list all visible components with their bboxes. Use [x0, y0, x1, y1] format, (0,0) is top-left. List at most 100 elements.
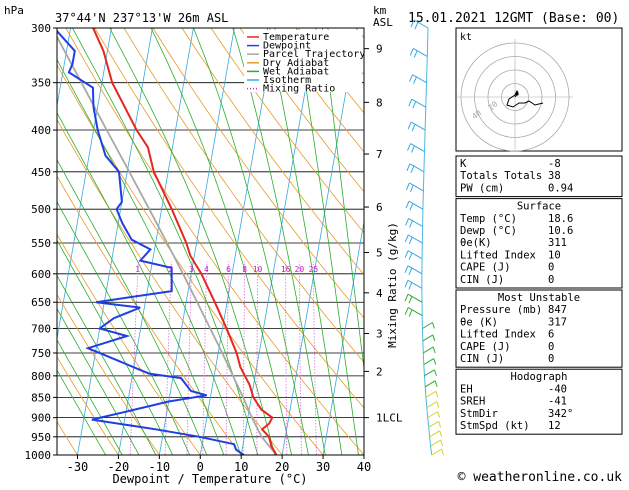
datetime-title: 15.01.2021 12GMT (Base: 00) [408, 11, 619, 26]
wind-barb-flag [408, 122, 411, 129]
wind-barb-flag [411, 166, 414, 173]
wind-barb-flag [432, 323, 434, 329]
table-label: SREH [460, 396, 485, 408]
table-label: CAPE (J) [460, 262, 511, 274]
wind-barb-flag [414, 77, 417, 84]
wind-barb-flag [406, 201, 409, 208]
height-tick-label: 8 [376, 96, 383, 109]
height-unit-label-asl: ASL [373, 16, 393, 29]
wet-adiabat-line [0, 4, 165, 473]
wind-barb-flag [409, 310, 412, 317]
wet-adiabat-line [0, 4, 115, 473]
hodograph-storm-motion [515, 92, 518, 95]
hodograph-frame [456, 28, 622, 151]
pressure-unit-label: hPa [4, 4, 24, 17]
height-tick-label: 7 [376, 148, 383, 161]
wind-barb-flag [410, 48, 413, 55]
wind-barb-flag [409, 296, 412, 303]
wind-barb [423, 335, 433, 341]
height-tick-label: 9 [376, 43, 383, 56]
wind-barb-flag [407, 164, 410, 171]
table-value: 0 [548, 274, 554, 286]
mixing-ratio-label: 4 [204, 265, 209, 274]
pressure-tick-label: 400 [31, 124, 51, 137]
table-value: 10.6 [548, 225, 573, 237]
wind-barb [429, 421, 439, 427]
wind-barb-flag [409, 99, 412, 106]
pressure-tick-label: 650 [31, 296, 51, 309]
table-value: 0 [548, 262, 554, 274]
table-label: CIN (J) [460, 353, 504, 365]
mixing-ratio-label: 2 [168, 265, 173, 274]
location-title: 37°44'N 237°13'W 26m ASL [55, 11, 228, 25]
wind-barb-flag [439, 421, 441, 427]
mixing-ratio-label: 10 [253, 265, 263, 274]
table-value: 317 [548, 316, 567, 328]
pressure-tick-label: 800 [31, 370, 51, 383]
pressure-tick-label: 500 [31, 203, 51, 216]
wind-barb-flag [414, 50, 417, 57]
pressure-tick-label: 300 [31, 22, 51, 35]
wind-barb-flag [413, 101, 416, 108]
table-label: StmDir [460, 408, 498, 420]
mixing-ratio-label: 8 [242, 265, 247, 274]
wind-barb-flag [434, 359, 436, 365]
pressure-tick-label: 450 [31, 166, 51, 179]
table-value: 0 [548, 353, 554, 365]
table-label: StmSpd (kt) [460, 420, 530, 432]
temperature-tick-label: 30 [316, 460, 330, 474]
height-tick-label: 1LCL [376, 412, 403, 425]
table-label: Dewp (°C) [460, 225, 517, 237]
mixing-ratio-label: 3 [189, 265, 194, 274]
mixing-ratio-line [257, 262, 258, 473]
wet-adiabat-line [28, 4, 247, 473]
wind-barb [430, 431, 440, 437]
copyright-footer: © weatheronline.co.uk [458, 470, 623, 485]
mixing-ratio-line [299, 262, 302, 473]
table-label: CAPE (J) [460, 341, 511, 353]
table-value: 10 [548, 249, 561, 261]
dewpoint-profile [54, 28, 244, 455]
wind-barb-flag [412, 146, 415, 153]
wind-barb-flag [405, 280, 408, 287]
wind-barb-flag [409, 237, 412, 244]
mixing-ratio-line [286, 262, 287, 473]
table-value: 0 [548, 341, 554, 353]
pressure-tick-label: 950 [31, 431, 51, 444]
table-value: 6 [548, 329, 554, 341]
wind-barb-flag [410, 203, 413, 210]
wind-barb [432, 449, 442, 455]
wind-barb-flag [412, 124, 415, 131]
wind-barb [422, 323, 432, 329]
wind-barb-flag [437, 402, 439, 408]
table-value: 847 [548, 304, 567, 316]
isotherm-line [74, 4, 156, 473]
mixing-ratio-label: 20 [295, 265, 305, 274]
table-value: 38 [548, 170, 561, 182]
mixing-ratio-label: 6 [226, 265, 231, 274]
table-label: Totals Totals [460, 170, 542, 182]
wind-profile-line [422, 28, 432, 455]
height-tick-label: 5 [376, 247, 383, 260]
wind-barb-flag [408, 144, 411, 151]
wind-barb [431, 440, 441, 446]
wind-barb-flag [438, 412, 440, 418]
wind-barbs [405, 20, 444, 455]
wind-barb-flag [405, 266, 408, 273]
pressure-tick-label: 1000 [25, 449, 52, 462]
wet-adiabat-line [60, 4, 263, 473]
table-value: 342° [548, 408, 573, 420]
hodograph-unit-label: kt [460, 32, 472, 43]
table-section-title: Surface [517, 201, 561, 213]
wind-barb-flag [406, 183, 409, 190]
mixing-ratio-axis-title: Mixing Ratio (g/kg) [386, 222, 399, 348]
table-label: Pressure (mb) [460, 304, 542, 316]
table-label: EH [460, 383, 473, 395]
wind-barb-flag [409, 253, 412, 260]
table-value: 18.6 [548, 213, 573, 225]
wind-barb-flag [409, 268, 412, 275]
wind-barb-flag [410, 220, 413, 227]
